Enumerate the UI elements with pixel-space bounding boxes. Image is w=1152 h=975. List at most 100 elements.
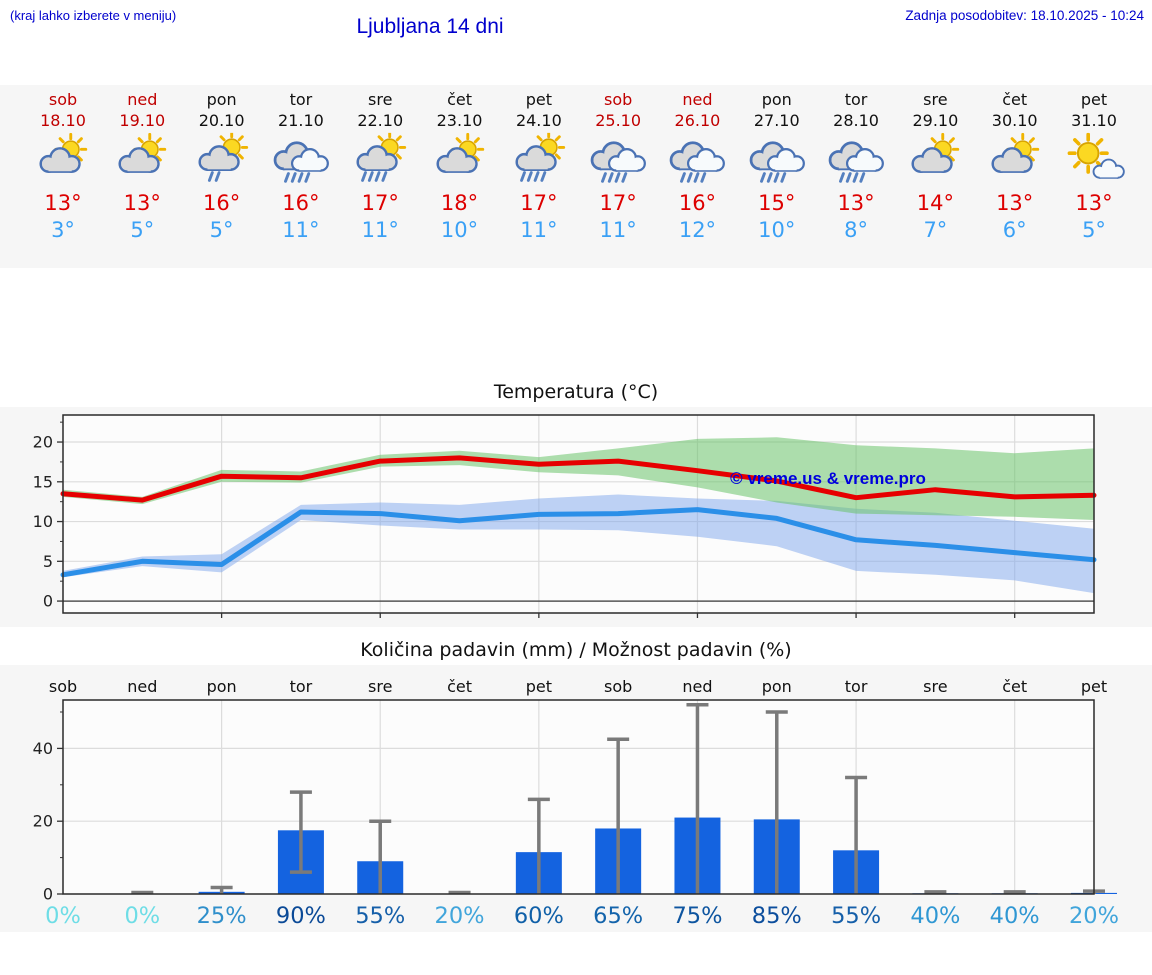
- high-temp: 16°: [678, 191, 717, 215]
- high-temp: 15°: [758, 191, 796, 215]
- precip-percent-label: 20%: [1069, 903, 1119, 929]
- high-temp: 16°: [202, 191, 241, 215]
- low-temp: 12°: [678, 218, 717, 242]
- high-temp: 13°: [1075, 191, 1113, 215]
- partly-cloudy-rain-icon: [508, 132, 570, 188]
- cloudy-rain-icon: [270, 132, 332, 188]
- low-temp: 6°: [1002, 218, 1027, 242]
- high-temp: 13°: [996, 191, 1034, 215]
- precip-percent-label: 40%: [910, 903, 960, 929]
- day-name: čet: [1002, 90, 1028, 109]
- day-column: sob 25.10 17° 11°: [577, 89, 659, 243]
- precip-day-label: tor: [845, 677, 868, 696]
- temperature-chart-title: Temperatura (°C): [493, 381, 659, 403]
- day-date: 28.10: [833, 111, 879, 130]
- day-name: čet: [447, 90, 472, 109]
- low-temp: 11°: [282, 218, 320, 242]
- low-temp: 11°: [361, 218, 399, 242]
- cloudy-rain-icon: [587, 132, 649, 188]
- day-column: tor 28.10 13° 8°: [815, 89, 897, 243]
- temp-y-tick: 15: [33, 472, 53, 491]
- partly-cloudy-rain-icon: [349, 132, 411, 188]
- day-name: ned: [127, 90, 158, 109]
- day-name: sob: [604, 90, 633, 109]
- precip-day-label: tor: [290, 677, 313, 696]
- temp-y-axis: 0 5 10 15 20: [33, 421, 1016, 618]
- day-column: pet 24.10 17° 11°: [498, 89, 580, 243]
- day-name: sre: [923, 90, 948, 109]
- day-name: sob: [48, 90, 78, 109]
- cloudy-rain-icon: [746, 132, 808, 188]
- day-date: 31.10: [1071, 111, 1117, 130]
- precip-day-labels: sob ned pon tor sre čet pet sob ned pon tor sre čet p…: [49, 677, 1107, 696]
- day-column: ned 19.10 13° 5°: [101, 89, 183, 243]
- partly-cloudy-icon: [111, 132, 173, 188]
- cloudy-rain-icon: [825, 132, 887, 188]
- day-name: pon: [761, 90, 792, 109]
- page-title: Ljubljana 14 dni: [356, 15, 504, 38]
- high-temp: 17°: [599, 191, 637, 215]
- day-name: pet: [525, 90, 552, 109]
- precip-day-label: sob: [604, 677, 632, 696]
- precipitation-chart-title: Količina padavin (mm) / Možnost padavin …: [360, 639, 792, 661]
- day-name: pon: [206, 90, 237, 109]
- precip-y-axis: 0 20 40: [33, 711, 63, 904]
- day-date: 29.10: [912, 111, 959, 130]
- location-menu-hint[interactable]: (kraj lahko izberete v meniju): [10, 8, 177, 23]
- partly-cloudy-icon: [904, 132, 966, 188]
- day-name: sre: [368, 90, 393, 109]
- precip-day-label: sre: [923, 677, 947, 696]
- low-temp: 7°: [923, 218, 948, 242]
- low-temp: 5°: [209, 218, 234, 242]
- last-update-label: Zadnja posodobitev: 18.10.2025 - 10:24: [905, 8, 1144, 23]
- day-column: čet 23.10 18° 10°: [419, 89, 501, 243]
- day-date: 22.10: [357, 111, 404, 130]
- precip-percent-label: 55%: [831, 903, 881, 929]
- precip-percent-label: 65%: [593, 903, 643, 929]
- high-temp: 18°: [440, 191, 479, 215]
- temp-line-min: [60, 507, 1097, 578]
- high-temp: 16°: [282, 191, 320, 215]
- precip-percent-label: 85%: [752, 903, 802, 929]
- temperature-chart: 0 5 10 15 20 © vreme.us & vreme.pro: [0, 407, 1152, 627]
- day-strip: sob 18.10 13° 3° ned 19.10 13° 5° pon 20.10 16° 5° t…: [0, 85, 1152, 268]
- temp-band-max-range: [63, 437, 1094, 520]
- day-name: tor: [289, 90, 313, 109]
- partly-cloudy-icon: [429, 132, 491, 188]
- day-column: tor 21.10 16° 11°: [260, 89, 342, 243]
- temp-y-tick: 10: [33, 512, 53, 531]
- precip-day-label: ned: [682, 677, 712, 696]
- precip-percent-label: 0%: [45, 903, 81, 929]
- low-temp: 8°: [844, 218, 868, 242]
- precip-day-label: čet: [1002, 677, 1027, 696]
- day-column: pet 31.10 13° 5°: [1053, 89, 1135, 243]
- watermark-link[interactable]: © vreme.us & vreme.pro: [730, 469, 926, 488]
- partly-cloudy-light-rain-icon: [191, 132, 253, 188]
- day-column: pon 20.10 16° 5°: [181, 89, 263, 243]
- day-name: pet: [1080, 90, 1108, 109]
- low-temp: 10°: [758, 218, 796, 242]
- precip-percent-label: 55%: [355, 903, 405, 929]
- day-date: 26.10: [674, 111, 721, 130]
- precip-percent-label: 25%: [197, 903, 247, 929]
- precip-percent-label: 0%: [124, 903, 160, 929]
- day-date: 24.10: [515, 111, 562, 130]
- day-date: 18.10: [40, 111, 86, 130]
- partly-cloudy-icon: [984, 132, 1046, 188]
- day-date: 19.10: [119, 111, 166, 130]
- temp-y-tick: 0: [43, 592, 53, 611]
- partly-cloudy-icon: [32, 132, 94, 188]
- temp-y-tick: 5: [43, 552, 53, 571]
- day-column: pon 27.10 15° 10°: [736, 89, 818, 243]
- precip-percent-label: 20%: [435, 903, 485, 929]
- low-temp: 5°: [130, 218, 155, 242]
- day-column: čet 30.10 13° 6°: [974, 89, 1056, 243]
- day-name: tor: [844, 90, 868, 109]
- high-temp: 13°: [44, 191, 82, 215]
- precip-percent-label: 75%: [672, 903, 722, 929]
- low-temp: 10°: [440, 218, 479, 242]
- precip-y-tick: 20: [33, 812, 53, 831]
- day-date: 25.10: [595, 111, 642, 130]
- mostly-sunny-icon: [1063, 132, 1125, 188]
